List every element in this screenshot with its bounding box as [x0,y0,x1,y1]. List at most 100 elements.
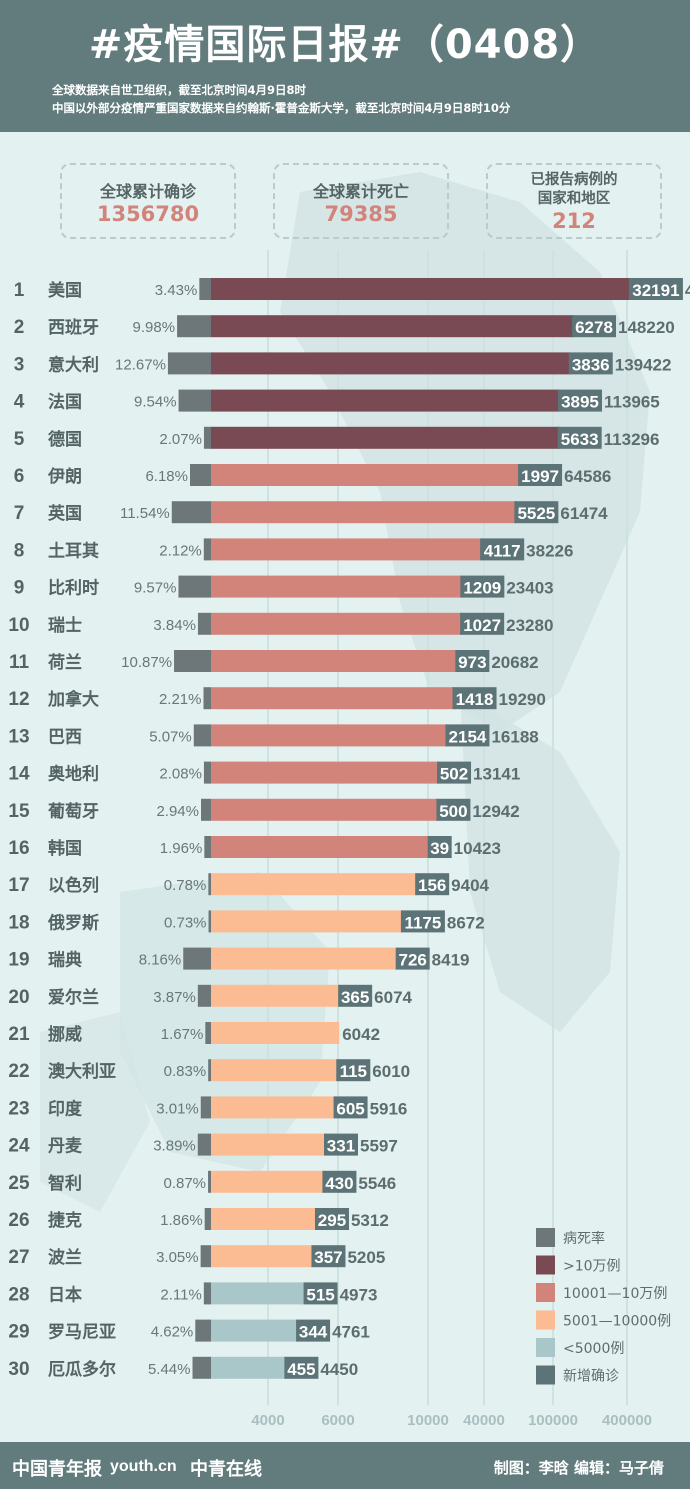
fatality-bar [197,984,211,1007]
rank-label: 21 [8,1024,30,1045]
fatality-bar [171,501,211,524]
total-cases-bar [211,1208,317,1230]
new-cases-bar [514,501,559,524]
country-label: 俄罗斯 [47,912,99,933]
total-cases-bar [211,575,463,598]
fatality-label: 3.87% [153,989,196,1006]
rank-label: 6 [14,466,25,487]
total-cases-bar [211,836,430,858]
rank-label: 1 [14,280,25,301]
new-cases-label: 726 [398,951,426,970]
rank-label: 22 [8,1061,29,1082]
new-cases-bar [427,836,452,858]
total-cases-label: 38226 [526,541,573,560]
fatality-label: 11.54% [120,505,170,522]
fatality-bar [203,1282,211,1305]
new-cases-label: 500 [439,802,467,821]
fatality-bar [203,426,211,449]
fatality-label: 8.16% [139,952,182,969]
x-tick-label: 10000 [407,1412,449,1429]
total-cases-bar [211,501,517,524]
total-cases-label: 5597 [360,1137,398,1156]
x-tick-label: 400000 [602,1412,652,1429]
fatality-bar [174,650,211,672]
new-cases-label: 156 [418,876,446,895]
new-cases-bar [452,687,497,710]
total-cases-bar [211,1356,287,1379]
total-cases-label: 10423 [454,839,501,858]
total-cases-label: 4450 [320,1360,358,1379]
new-cases-label: 331 [327,1137,355,1156]
total-cases-label: 13141 [473,765,520,784]
new-cases-label: 502 [440,765,468,784]
fatality-label: 3.43% [155,282,198,299]
fatality-label: 1.96% [160,840,203,857]
fatality-label: 6.18% [145,468,188,485]
rank-label: 5 [14,429,25,450]
new-cases-bar [568,352,613,375]
fatality-bar [208,1059,211,1082]
total-cases-label: 5312 [351,1211,389,1230]
fatality-label: 3.89% [153,1138,196,1155]
country-label: 荷兰 [48,652,82,673]
country-label: 瑞士 [48,615,82,636]
rank-label: 24 [8,1136,30,1157]
new-cases-bar [333,1096,368,1119]
new-cases-bar [314,1208,349,1230]
stat-label-line: 已报告病例的 [530,172,618,188]
fatality-bar [204,1208,211,1230]
stat-value: 212 [552,209,596,233]
total-cases-label: 148220 [618,318,675,337]
total-cases-label: 12942 [472,802,519,821]
footer-banner [0,1442,690,1489]
rank-label: 4 [14,392,25,413]
fatality-label: 0.87% [163,1175,206,1192]
country-label: 葡萄牙 [47,801,99,822]
total-cases-bar [211,352,571,375]
new-cases-bar [336,1059,371,1082]
new-cases-bar [557,426,602,449]
stat-countries-reported: 已报告病例的 国家和地区 212 [486,163,662,239]
logo-youth-cn: youth.cn [110,1458,177,1475]
fatality-label: 3.05% [156,1249,199,1266]
total-cases-label: 113965 [604,393,660,412]
total-cases-label: 61474 [560,504,608,523]
new-cases-bar [518,464,563,486]
rank-label: 14 [8,764,30,785]
new-cases-label: 515 [306,1285,334,1304]
fatality-bar [177,315,211,338]
new-cases-label: 1027 [463,616,501,635]
country-label: 挪威 [48,1024,82,1045]
country-label: 以色列 [48,875,99,896]
fatality-bar [208,1170,211,1193]
rank-label: 15 [8,801,30,822]
country-label: 瑞典 [48,950,82,971]
country-label: 厄瓜多尔 [48,1359,116,1380]
fatality-bar [178,389,211,412]
total-cases-bar [211,687,455,710]
fatality-bar [200,1096,211,1119]
fatality-label: 0.73% [164,914,207,931]
country-label: 比利时 [48,578,99,599]
fatality-label: 4.62% [151,1324,194,1341]
rank-label: 27 [8,1247,29,1268]
total-cases-bar [211,1282,306,1305]
fatality-label: 2.21% [159,691,202,708]
fatality-label: 2.11% [160,1286,201,1303]
total-cases-bar [211,910,403,933]
rank-label: 19 [8,950,29,971]
fatality-bar [208,873,211,896]
total-cases-label: 5205 [347,1248,385,1267]
new-cases-bar [460,575,505,598]
logo-china-youth-daily: 中国青年报 [12,1459,102,1480]
new-cases-label: 1997 [521,467,559,486]
header-banner [0,0,690,132]
fatality-label: 1.67% [161,1026,204,1043]
total-cases-bar [211,1245,314,1268]
fatality-bar [195,1319,211,1342]
rank-label: 28 [8,1284,29,1305]
x-tick-label: 100000 [528,1412,578,1429]
total-cases-bar [211,1096,336,1119]
new-cases-label: 357 [314,1248,342,1267]
